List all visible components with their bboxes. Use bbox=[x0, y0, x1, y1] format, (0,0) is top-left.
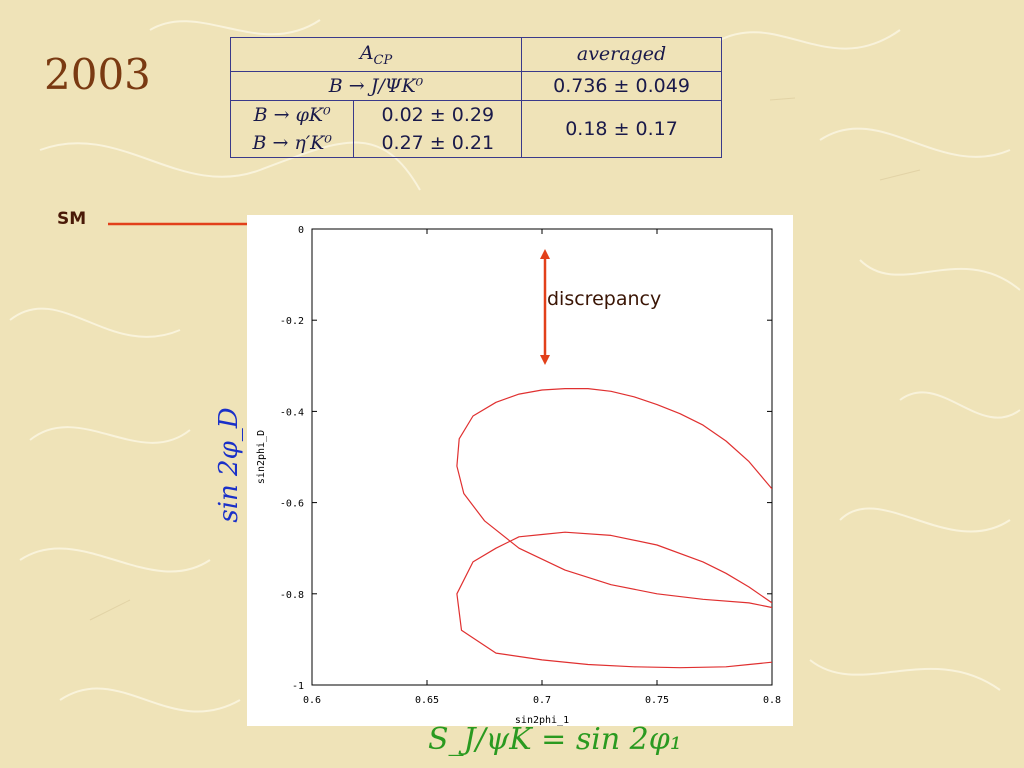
y-tick-label: -0.2 bbox=[280, 316, 304, 327]
discrepancy-label: discrepancy bbox=[547, 288, 662, 310]
row-b-phi-k0-label: B → φK⁰ bbox=[229, 100, 355, 129]
y-tick-label: -0.4 bbox=[280, 407, 304, 418]
y-tick-label: -0.8 bbox=[280, 590, 304, 601]
contour-series-1 bbox=[456, 388, 772, 609]
ellipse-plot: 0.6 0.65 0.7 0.75 0.8 0 -0.2 -0.4 -0.6 -0.8 -1 sin2… bbox=[256, 225, 781, 726]
y-tick-label: 0 bbox=[298, 225, 304, 236]
x-tick-label: 0.6 bbox=[303, 695, 321, 706]
y-axis-big-label-text: sin 2φ_D bbox=[214, 407, 244, 523]
discrepancy-arrow-down-icon bbox=[540, 355, 550, 365]
plot-frame bbox=[311, 228, 773, 686]
row-b-jpsi-k0-label: B → J/ΨK⁰ bbox=[229, 70, 523, 102]
row-b-jpsi-k0-average: 0.736 ± 0.049 bbox=[521, 70, 722, 102]
table-header-acp: ACP bbox=[229, 37, 523, 72]
row-b-etaprime-k0-value: 0.27 ± 0.21 bbox=[353, 128, 523, 158]
x-tick-label: 0.7 bbox=[533, 695, 551, 706]
discrepancy-arrow-up-icon bbox=[540, 249, 550, 259]
row-b-phi-k0-value: 0.02 ± 0.29 bbox=[353, 100, 523, 129]
x-tick-label: 0.75 bbox=[645, 695, 669, 706]
y-tick-label: -1 bbox=[292, 681, 304, 692]
x-tick-label: 0.8 bbox=[763, 695, 781, 706]
y-axis-label: sin2phi_D bbox=[256, 430, 267, 484]
x-axis-label: sin2phi_1 bbox=[515, 715, 569, 726]
acp-table: ACP averaged B → J/ΨK⁰ 0.736 ± 0.049 B →… bbox=[229, 37, 722, 158]
table-header-averaged: averaged bbox=[521, 37, 722, 72]
row-b-etaprime-k0-label: B → η′K⁰ bbox=[229, 128, 355, 158]
slide-year-title: 2003 bbox=[44, 50, 151, 99]
contour-series-2 bbox=[456, 531, 772, 669]
row-combined-average: 0.18 ± 0.17 bbox=[521, 100, 722, 158]
x-tick-label: 0.65 bbox=[415, 695, 439, 706]
sm-label: SM bbox=[57, 209, 87, 229]
y-tick-label: -0.6 bbox=[280, 499, 304, 510]
y-axis-big-label: sin 2φ_D bbox=[214, 400, 244, 530]
x-axis-big-label: S_J/ψK = sin 2φ₁ bbox=[428, 722, 682, 757]
plot-panel bbox=[247, 215, 793, 726]
